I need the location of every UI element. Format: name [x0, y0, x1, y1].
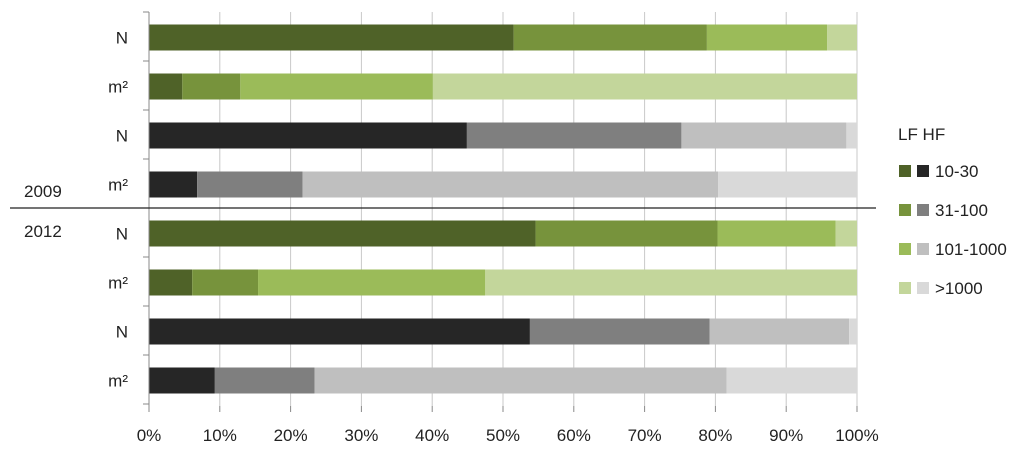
bar-segment-hf-3 [681, 122, 847, 149]
x-tick-label: 70% [628, 426, 662, 445]
bar-segment-lf-4 [432, 73, 857, 100]
bar-segment-lf-1 [149, 269, 193, 296]
bar-segment-hf-2 [214, 367, 315, 394]
x-tick-label: 60% [557, 426, 591, 445]
row-label: N [116, 323, 128, 342]
bar-segment-lf-4 [835, 220, 857, 247]
bar-segment-hf-1 [149, 171, 198, 198]
bar-segment-lf-1 [149, 24, 514, 51]
bar-segment-lf-1 [149, 73, 183, 100]
row-label: N [116, 29, 128, 48]
bar-segment-hf-3 [302, 171, 719, 198]
x-tick-label: 10% [203, 426, 237, 445]
legend-swatch-hf [917, 243, 929, 255]
bar-segment-hf-4 [726, 367, 857, 394]
legend-swatch-hf [917, 282, 929, 294]
x-tick-label: 90% [769, 426, 803, 445]
legend-swatch-hf [917, 204, 929, 216]
x-tick-label: 40% [415, 426, 449, 445]
row-label: m² [108, 274, 128, 293]
bar-segment-lf-3 [240, 73, 433, 100]
bar-segment-hf-1 [149, 367, 215, 394]
x-tick-label: 100% [835, 426, 878, 445]
legend-swatch-lf [899, 243, 911, 255]
group-label-2009: 2009 [24, 182, 62, 201]
x-tick-label: 0% [137, 426, 162, 445]
legend-swatch-hf [917, 165, 929, 177]
legend-swatch-lf [899, 282, 911, 294]
bar-segment-hf-4 [846, 122, 857, 149]
x-tick-label: 20% [274, 426, 308, 445]
group-label-2012: 2012 [24, 222, 62, 241]
x-tick-label: 50% [486, 426, 520, 445]
bar-segment-lf-3 [706, 24, 828, 51]
bar-segment-lf-1 [149, 220, 536, 247]
bar-segment-hf-2 [529, 318, 710, 345]
bar-segment-hf-2 [197, 171, 303, 198]
row-label: N [116, 127, 128, 146]
bar-segment-hf-4 [849, 318, 857, 345]
row-label: m² [108, 176, 128, 195]
legend-swatch-lf [899, 204, 911, 216]
bar-segment-hf-3 [314, 367, 727, 394]
bars [149, 24, 857, 394]
bar-segment-lf-3 [258, 269, 486, 296]
legend: LF HF 10-30 31-100 101-1000 >1000 [898, 125, 1007, 298]
bar-segment-hf-1 [149, 122, 467, 149]
bar-segment-lf-4 [485, 269, 857, 296]
row-label: N [116, 225, 128, 244]
bar-segment-lf-2 [192, 269, 259, 296]
row-label: m² [108, 78, 128, 97]
bar-segment-hf-4 [718, 171, 857, 198]
bar-segment-lf-2 [182, 73, 241, 100]
bar-segment-lf-4 [827, 24, 857, 51]
legend-label: 31-100 [935, 201, 988, 220]
bar-segment-lf-3 [717, 220, 836, 247]
legend-label: 10-30 [935, 162, 978, 181]
legend-swatch-lf [899, 165, 911, 177]
bar-segment-lf-2 [513, 24, 707, 51]
bar-segment-hf-1 [149, 318, 530, 345]
x-tick-label: 80% [698, 426, 732, 445]
row-label: m² [108, 372, 128, 391]
bar-segment-hf-3 [709, 318, 850, 345]
axes: 0% 10% 20% 30% 40% 50% 60% 70% 80% 90% 100% Nm² Nm² N… [10, 11, 879, 445]
legend-label: >1000 [935, 279, 983, 298]
legend-header: LF HF [898, 125, 945, 144]
legend-label: 101-1000 [935, 240, 1007, 259]
gridlines [219, 12, 858, 406]
bar-segment-hf-2 [466, 122, 682, 149]
x-tick-label: 30% [344, 426, 378, 445]
bar-segment-lf-2 [535, 220, 718, 247]
